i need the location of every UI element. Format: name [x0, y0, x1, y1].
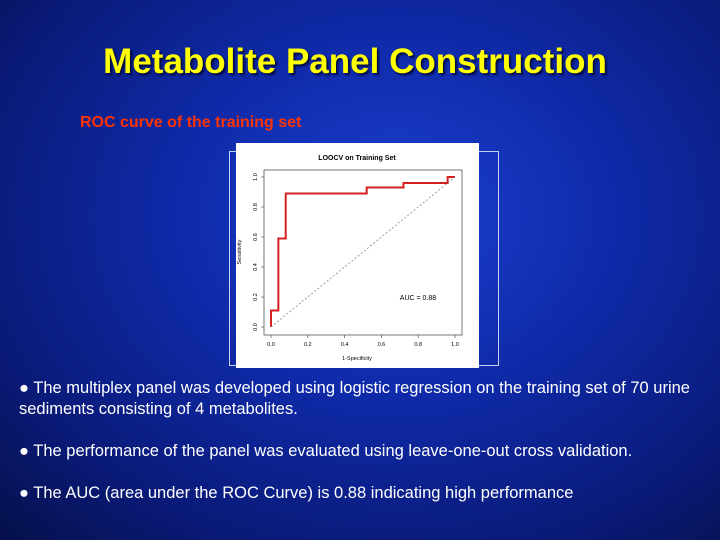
- reference-line: [270, 176, 456, 328]
- x-tick-label: 0.4: [341, 342, 349, 348]
- y-tick-label: 0.6: [253, 233, 259, 241]
- y-tick-label: 0.2: [253, 293, 259, 301]
- x-tick-label: 0.6: [378, 342, 386, 348]
- y-tick-label: 1.0: [253, 173, 259, 181]
- slide-subtitle: ROC curve of the training set: [80, 114, 302, 131]
- roc-chart-svg: LOOCV on Training Set 1-Specificity Sens…: [237, 155, 463, 362]
- bullet-1: ● The multiplex panel was developed usin…: [19, 379, 690, 418]
- bullet-2: ● The performance of the panel was evalu…: [19, 442, 633, 460]
- bullet-list: ● The multiplex panel was developed usin…: [19, 378, 709, 525]
- y-axis-label: Sensitivity: [237, 239, 243, 264]
- x-tick-label: 0.2: [304, 342, 312, 348]
- x-axis-label: 1-Specificity: [342, 356, 372, 362]
- x-tick-label: 0.8: [414, 342, 422, 348]
- y-tick-label: 0.4: [253, 263, 259, 271]
- chart-title: LOOCV on Training Set: [318, 155, 396, 162]
- y-tick-label: 0.8: [253, 203, 259, 211]
- x-tick-label: 1.0: [451, 342, 459, 348]
- roc-chart: LOOCV on Training Set 1-Specificity Sens…: [236, 143, 479, 368]
- roc-curve: [270, 176, 455, 327]
- x-tick-label: 0.0: [267, 342, 275, 348]
- plot-frame: [263, 169, 463, 336]
- auc-annotation: AUC = 0.88: [400, 295, 436, 302]
- slide-title: Metabolite Panel Construction: [103, 42, 607, 81]
- bullet-3: ● The AUC (area under the ROC Curve) is …: [19, 484, 574, 502]
- y-tick-label: 0.0: [253, 323, 259, 331]
